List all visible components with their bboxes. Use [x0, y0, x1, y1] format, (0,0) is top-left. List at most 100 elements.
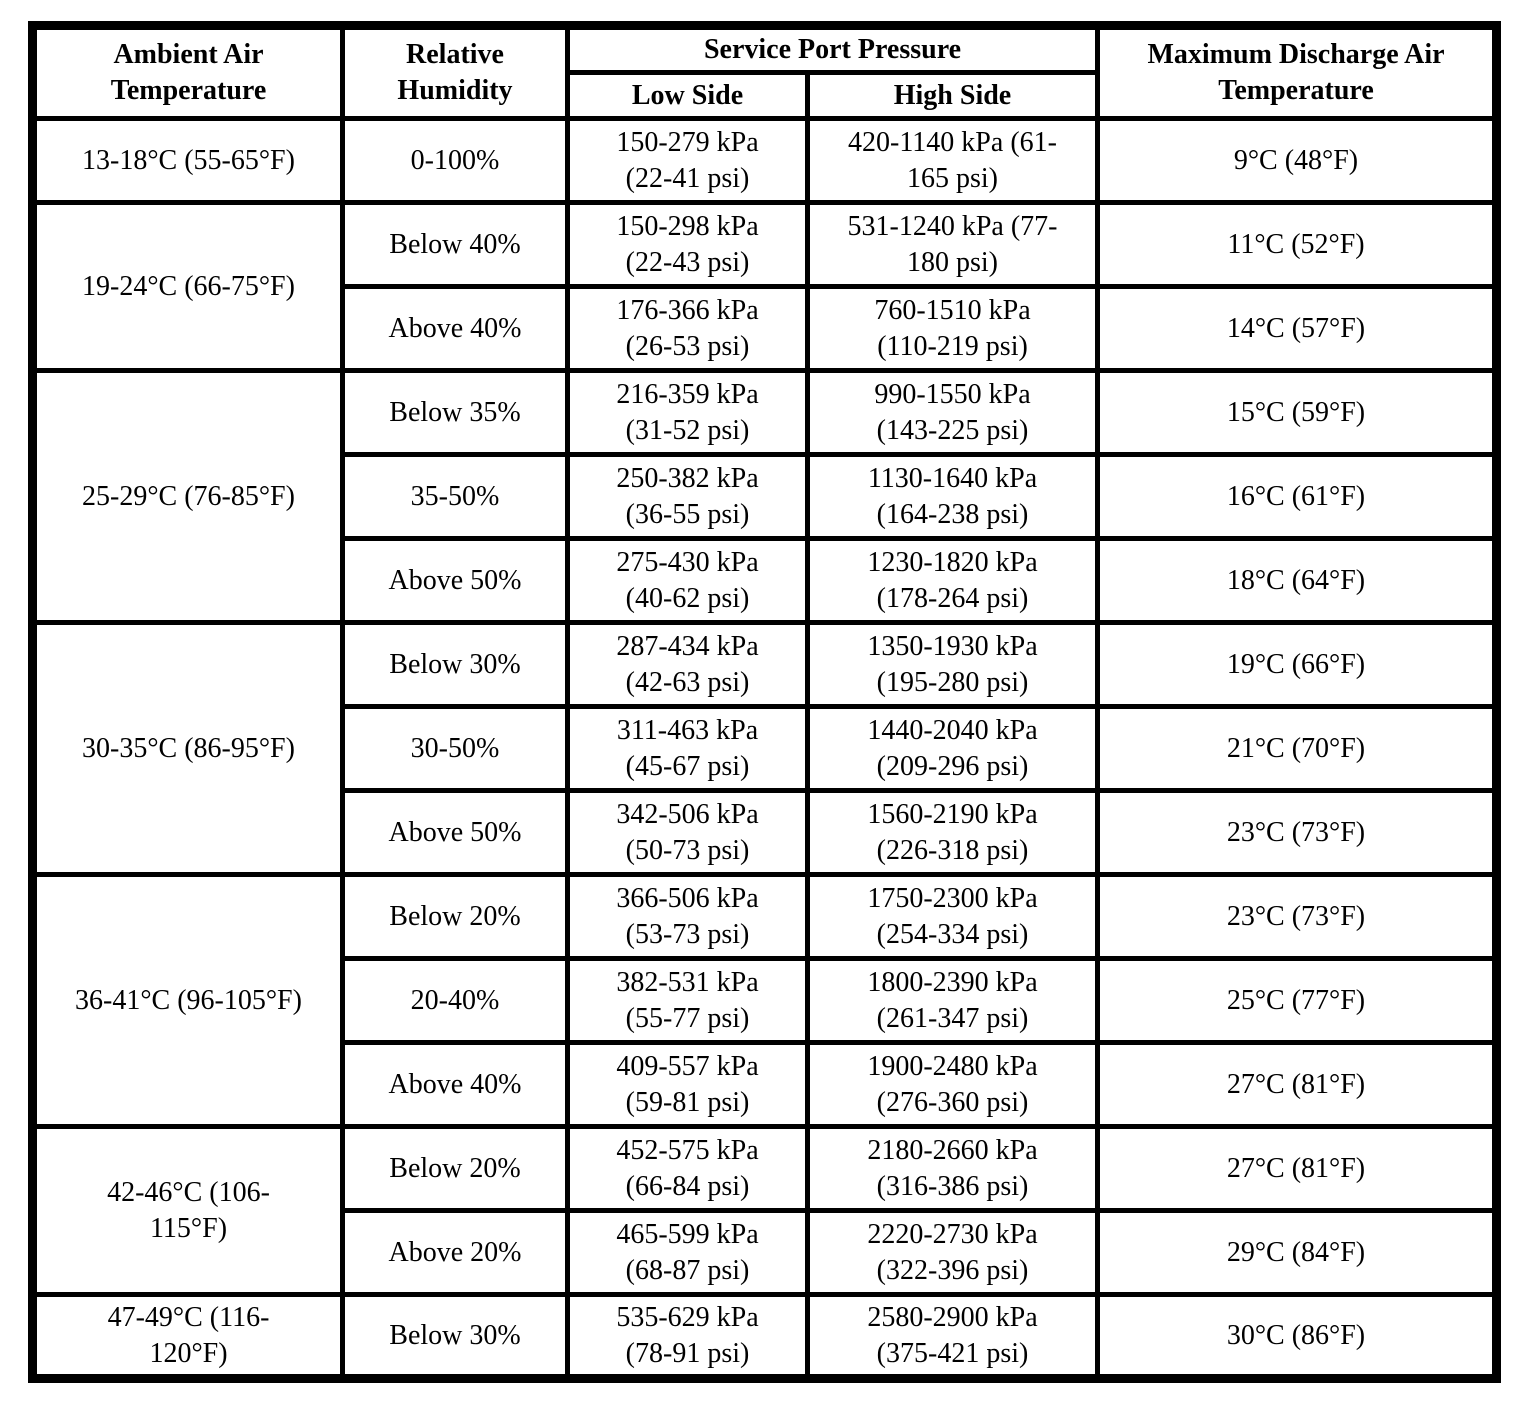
pressure-kpa: 1560-2190 kPa [867, 798, 1038, 830]
high-side-value: 531-1240 kPa (77-180 psi) [843, 209, 1063, 282]
high-side-cell: 760-1510 kPa (110-219 psi) [805, 284, 1100, 374]
high-side-value: 2580-2900 kPa (375-421 psi) [843, 1300, 1063, 1372]
pressure-psi: (261-347 psi) [876, 1002, 1029, 1034]
high-side-value: 1230-1820 kPa (178-264 psi) [843, 545, 1063, 618]
high-side-cell: 1560-2190 kPa (226-318 psi) [805, 788, 1100, 878]
humidity-cell: Above 40% [340, 284, 570, 374]
pressure-psi: (276-360 psi) [876, 1086, 1029, 1118]
humidity-cell: Above 20% [340, 1208, 570, 1298]
pressure-psi: (178-264 psi) [876, 582, 1029, 614]
discharge-cell: 23°C (73°F) [1095, 788, 1499, 878]
table-row: Above 50% 342-506 kPa (50-73 psi) 1560-21… [33, 788, 1499, 878]
low-side-cell: 535-629 kPa (78-91 psi) [565, 1292, 810, 1382]
header-high-side: High Side [805, 70, 1100, 122]
pressure-kpa: 420-1140 kPa [848, 126, 1004, 158]
low-side-cell: 342-506 kPa (50-73 psi) [565, 788, 810, 878]
low-side-cell: 452-575 kPa (66-84 psi) [565, 1124, 810, 1214]
pressure-kpa: 531-1240 kPa [847, 210, 1004, 242]
low-side-cell: 287-434 kPa (42-63 psi) [565, 620, 810, 710]
high-side-cell: 1230-1820 kPa (178-264 psi) [805, 536, 1100, 626]
low-side-cell: 150-298 kPa (22-43 psi) [565, 200, 810, 290]
table-row: 47-49°C (116-120°F) Below 30% 535-629 kP… [30, 1292, 1499, 1382]
pressure-kpa: 216-359 kPa [616, 378, 759, 410]
header-ambient: Ambient Air Temperature [30, 22, 345, 122]
service-port-pressure-table: Ambient Air Temperature Relative Humidit… [28, 21, 1501, 1384]
pressure-psi: (143-225 psi) [876, 414, 1029, 446]
high-side-value: 420-1140 kPa (61-165 psi) [843, 125, 1063, 198]
high-side-value: 1350-1930 kPa (195-280 psi) [843, 629, 1063, 702]
humidity-cell: Below 30% [340, 620, 570, 710]
low-side-cell: 150-279 kPa (22-41 psi) [565, 116, 810, 206]
pressure-kpa: 250-382 kPa [616, 462, 759, 494]
pressure-kpa: 382-531 kPa [616, 966, 759, 998]
table-row: 13-18°C (55-65°F) 0-100% 150-279 kPa (22-… [30, 116, 1499, 206]
low-side-cell: 176-366 kPa (26-53 psi) [565, 284, 810, 374]
pressure-psi: (45-67 psi) [625, 750, 750, 782]
pressure-psi: (22-41 psi) [625, 162, 750, 194]
high-side-cell: 1440-2040 kPa (209-296 psi) [805, 704, 1100, 794]
high-side-cell: 1130-1640 kPa (164-238 psi) [805, 452, 1100, 542]
pressure-kpa: 409-557 kPa [616, 1050, 759, 1082]
pressure-kpa: 150-298 kPa [616, 210, 759, 242]
humidity-cell: 35-50% [340, 452, 570, 542]
pressure-kpa: 311-463 kPa [616, 714, 759, 746]
discharge-cell: 16°C (61°F) [1095, 452, 1499, 542]
pressure-psi: (40-62 psi) [625, 582, 750, 614]
high-side-value: 2220-2730 kPa (322-396 psi) [843, 1217, 1063, 1290]
table-row: 36-41°C (96-105°F) Below 20% 366-506 kPa… [30, 872, 1499, 1130]
high-side-value: 1560-2190 kPa (226-318 psi) [843, 797, 1063, 870]
discharge-cell: 29°C (84°F) [1095, 1208, 1499, 1298]
table-row: 19-24°C (66-75°F) Below 40% 150-298 kPa (… [30, 200, 1499, 374]
discharge-cell: 18°C (64°F) [1095, 536, 1499, 626]
humidity-cell: Below 30% [340, 1292, 570, 1382]
pressure-kpa: 760-1510 kPa [874, 294, 1031, 326]
high-side-cell: 2580-2900 kPa (375-421 psi) [805, 1292, 1100, 1382]
discharge-cell: 23°C (73°F) [1095, 872, 1499, 962]
pressure-kpa: 1350-1930 kPa [867, 630, 1038, 662]
high-side-value: 990-1550 kPa (143-225 psi) [843, 377, 1063, 450]
discharge-cell: 14°C (57°F) [1095, 284, 1499, 374]
humidity-cell: 20-40% [340, 956, 570, 1046]
pressure-psi: (61-165 psi) [907, 126, 1057, 194]
low-side-cell: 382-531 kPa (55-77 psi) [565, 956, 810, 1046]
pressure-kpa: 150-279 kPa [616, 126, 759, 158]
low-side-cell: 216-359 kPa (31-52 psi) [565, 368, 810, 458]
ambient-cell: 25-29°C (76-85°F) [30, 368, 345, 626]
pressure-kpa: 1800-2390 kPa [867, 966, 1038, 998]
humidity-cell: Above 40% [340, 1040, 570, 1130]
high-side-cell: 531-1240 kPa (77-180 psi) [805, 200, 1100, 290]
humidity-cell: Above 50% [340, 788, 570, 878]
low-side-cell: 311-463 kPa (45-67 psi) [565, 704, 810, 794]
table-row: Above 40% 176-366 kPa (26-53 psi) 760-151… [33, 284, 1499, 374]
pressure-psi: (78-91 psi) [625, 1337, 750, 1369]
humidity-cell: Below 35% [340, 368, 570, 458]
pressure-psi: (375-421 psi) [876, 1337, 1029, 1369]
pressure-kpa: 2220-2730 kPa [867, 1218, 1038, 1250]
pressure-psi: (50-73 psi) [625, 834, 750, 866]
pressure-kpa: 275-430 kPa [616, 546, 759, 578]
pressure-psi: (42-63 psi) [625, 666, 750, 698]
pressure-kpa: 465-599 kPa [616, 1218, 759, 1250]
pressure-kpa: 287-434 kPa [616, 630, 759, 662]
pressure-psi: (195-280 psi) [876, 666, 1029, 698]
table-row: 42-46°C (106-115°F) Below 20% 452-575 kP… [30, 1124, 1499, 1298]
table-row: 30-50% 311-463 kPa (45-67 psi) 1440-2040 … [33, 704, 1499, 794]
ambient-cell: 47-49°C (116-120°F) [30, 1292, 345, 1382]
discharge-cell: 11°C (52°F) [1095, 200, 1499, 290]
pressure-psi: (209-296 psi) [876, 750, 1029, 782]
pressure-psi: (77-180 psi) [907, 210, 1058, 278]
pressure-psi: (226-318 psi) [876, 834, 1029, 866]
high-side-value: 1800-2390 kPa (261-347 psi) [843, 965, 1063, 1038]
table-row: 30-35°C (86-95°F) Below 30% 287-434 kPa (… [30, 620, 1499, 878]
header-low-side: Low Side [565, 70, 810, 122]
pressure-kpa: 1230-1820 kPa [867, 546, 1038, 578]
low-side-cell: 275-430 kPa (40-62 psi) [565, 536, 810, 626]
high-side-cell: 2220-2730 kPa (322-396 psi) [805, 1208, 1100, 1298]
high-side-value: 1750-2300 kPa (254-334 psi) [843, 881, 1063, 954]
pressure-psi: (68-87 psi) [625, 1254, 750, 1286]
discharge-cell: 27°C (81°F) [1095, 1124, 1499, 1214]
header-service-port-pressure: Service Port Pressure [565, 22, 1100, 76]
low-side-cell: 409-557 kPa (59-81 psi) [565, 1040, 810, 1130]
table-row: Above 40% 409-557 kPa (59-81 psi) 1900-24… [33, 1040, 1499, 1130]
pressure-kpa: 2180-2660 kPa [867, 1134, 1038, 1166]
